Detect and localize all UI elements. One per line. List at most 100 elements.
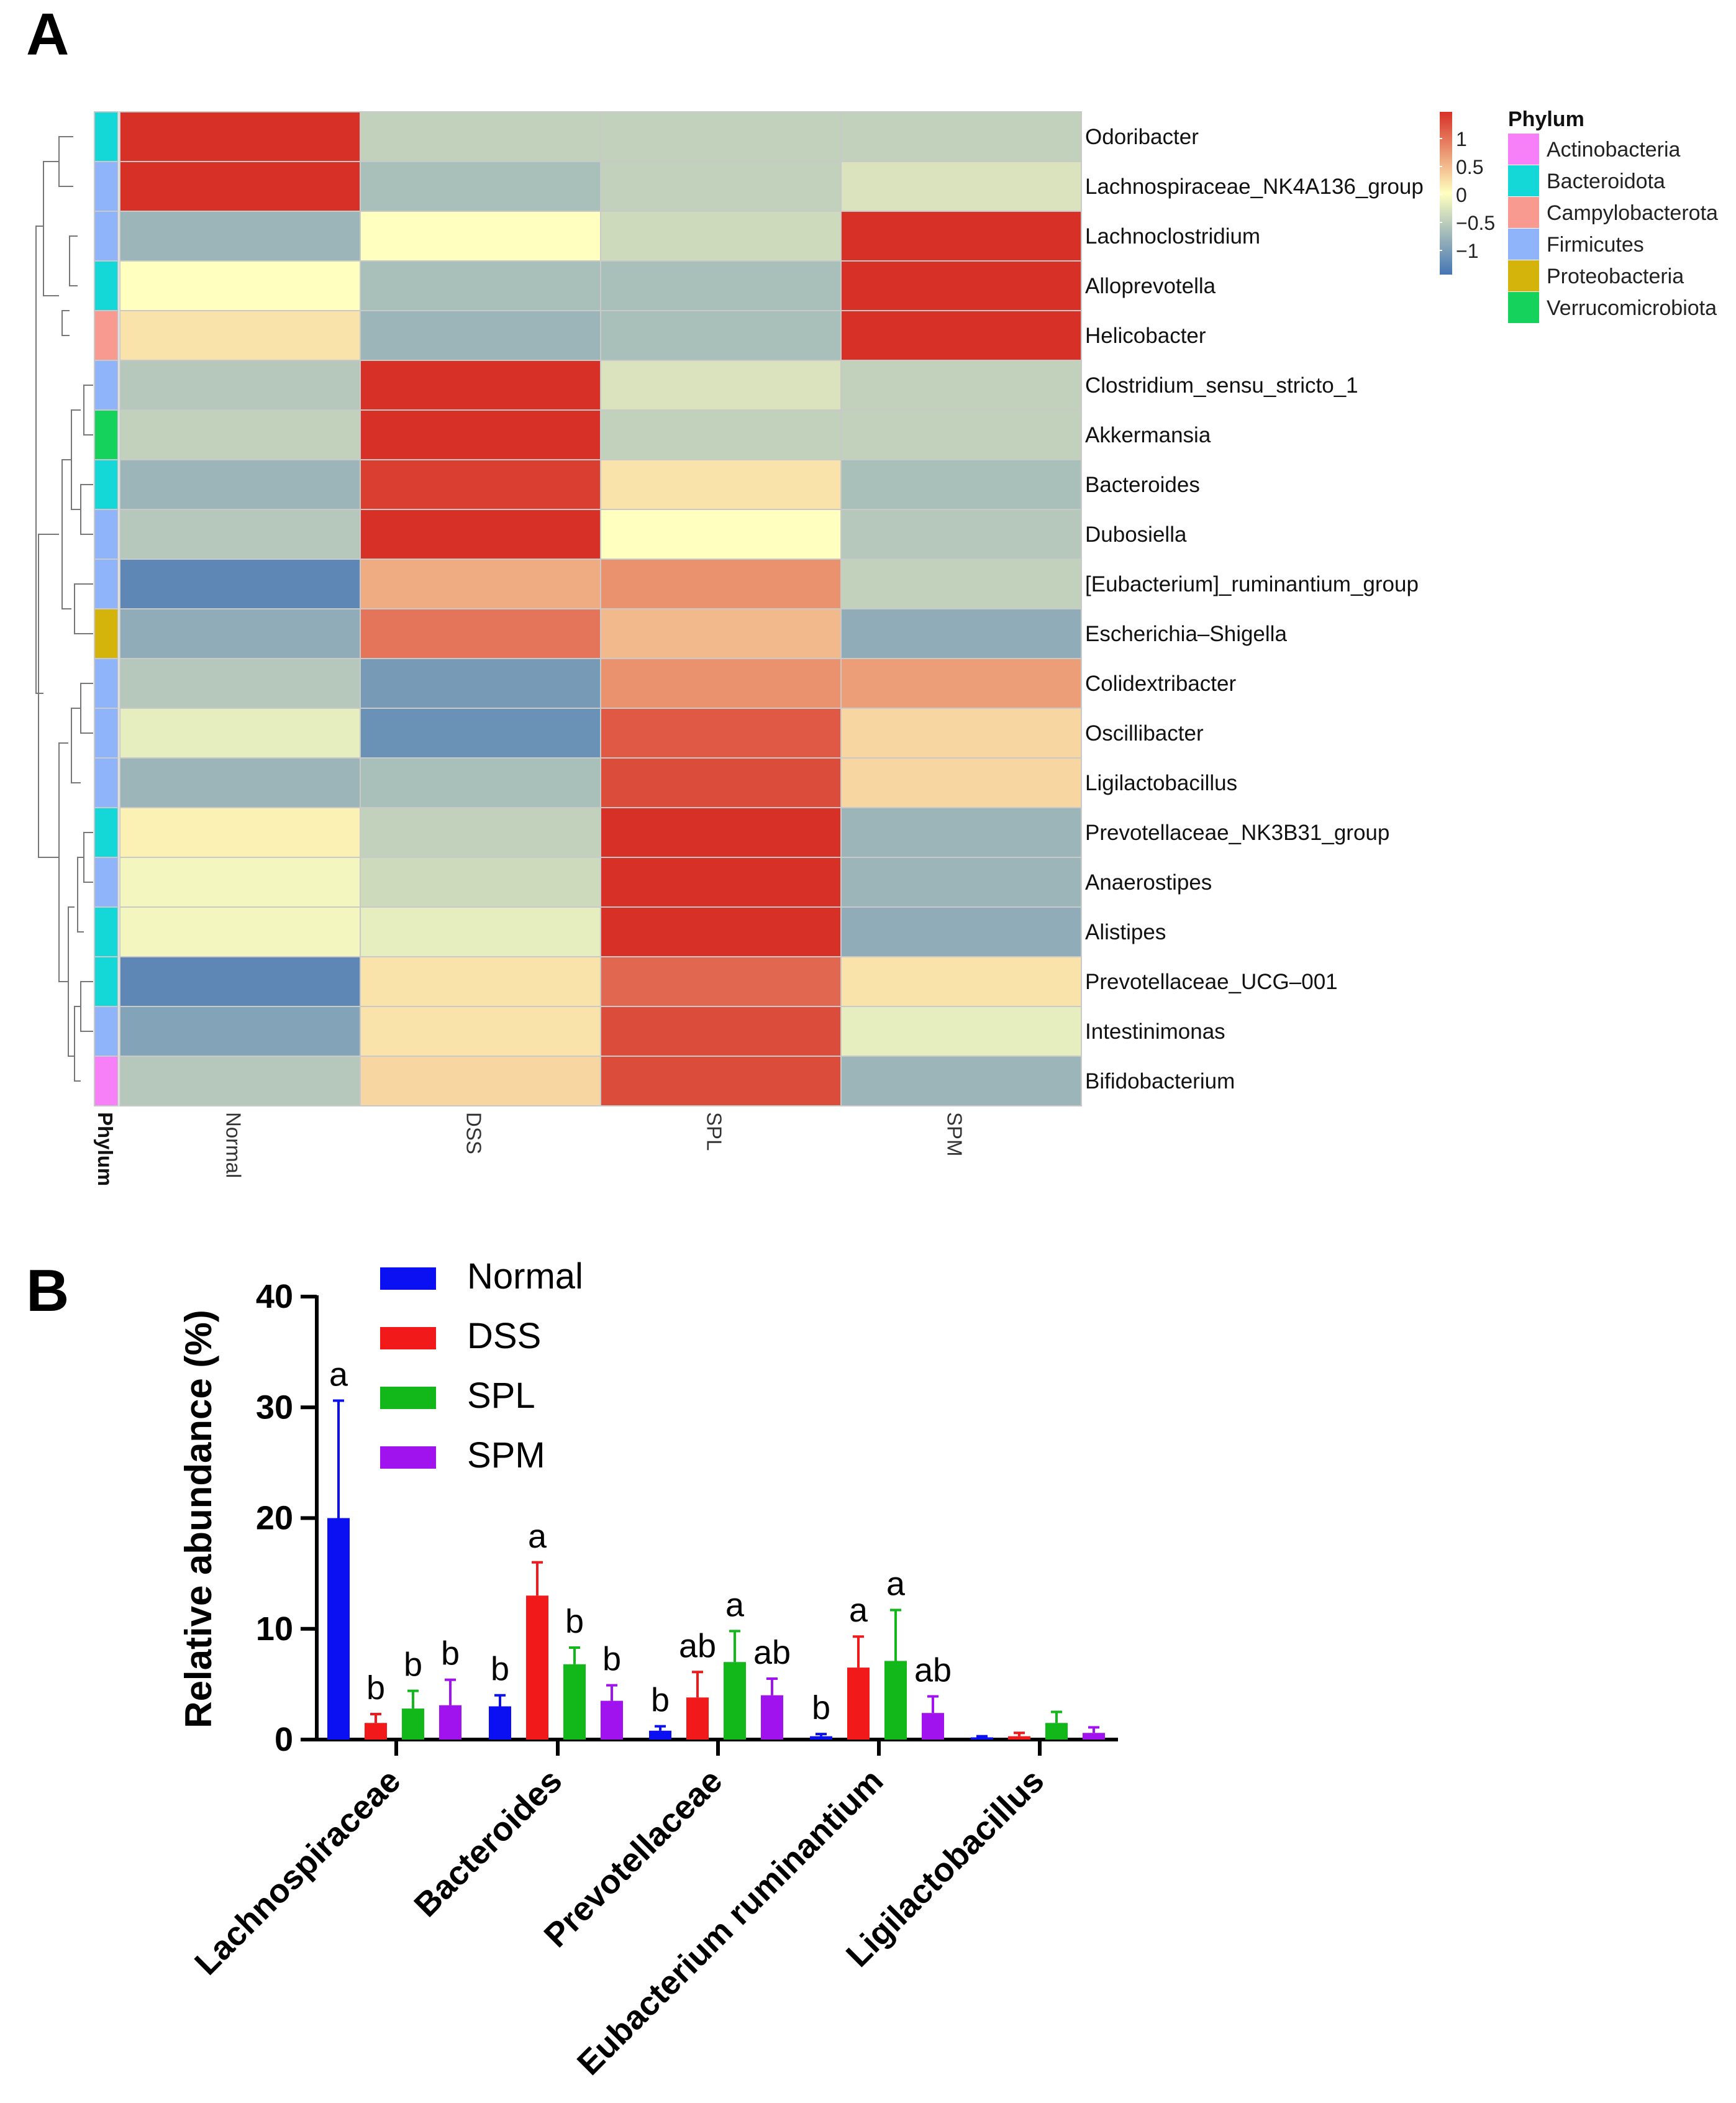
legend-label: SPL — [467, 1375, 535, 1416]
significance-label: b — [565, 1603, 584, 1640]
heatmap-cell — [360, 559, 601, 609]
heatmap-cell — [119, 757, 361, 808]
heatmap-cell — [119, 956, 361, 1007]
heatmap-cell — [840, 757, 1082, 808]
phylum-legend-label: Campylobacterota — [1547, 201, 1718, 225]
heatmap-cell — [360, 161, 601, 212]
phylum-annotation-cell — [94, 459, 119, 510]
heatmap-cell — [840, 260, 1082, 311]
heatmap-cell — [360, 409, 601, 460]
dendrogram-branch — [71, 708, 81, 783]
bar — [971, 1737, 993, 1740]
significance-label: ab — [914, 1651, 952, 1689]
phylum-legend-swatch — [1508, 197, 1539, 228]
heatmap-cell — [360, 956, 601, 1007]
dendrogram-branch — [68, 906, 75, 1057]
dendrogram-branch — [58, 136, 73, 187]
heatmap-cell — [600, 757, 842, 808]
heatmap-cell — [600, 409, 842, 460]
heatmap-cell — [600, 658, 842, 709]
phylum-annotation-cell — [94, 409, 119, 460]
heatmap-cell — [600, 161, 842, 212]
row-label-genus: Prevotellaceae_NK3B31_group — [1085, 821, 1389, 845]
bar — [402, 1708, 424, 1740]
heatmap-cell — [840, 708, 1082, 759]
heatmap-cell — [600, 260, 842, 311]
bar — [489, 1706, 511, 1740]
colorbar-tick-label: −0.5 — [1456, 212, 1495, 234]
row-label-genus: Ligilactobacillus — [1085, 771, 1237, 795]
bar — [761, 1695, 783, 1740]
heatmap-cell — [600, 857, 842, 908]
legend-swatch — [380, 1446, 436, 1469]
bar — [439, 1705, 461, 1740]
row-label-genus: Clostridium_sensu_stricto_1 — [1085, 373, 1358, 398]
heatmap-cell — [119, 658, 361, 709]
phylum-legend-label: Bacteroidota — [1547, 170, 1665, 193]
row-label-genus: Bacteroides — [1085, 473, 1200, 497]
heatmap-cell — [840, 409, 1082, 460]
heatmap-cell — [840, 559, 1082, 609]
phylum-legend-title: Phylum — [1508, 107, 1584, 131]
colorbar-tick-label: −1 — [1456, 240, 1478, 262]
bar — [327, 1518, 350, 1740]
legend-swatch — [380, 1267, 436, 1290]
colorbar-tick-label: 1 — [1456, 128, 1467, 150]
heatmap-cell — [840, 360, 1082, 411]
row-label-genus: [Eubacterium]_ruminantium_group — [1085, 572, 1419, 596]
bar — [686, 1697, 709, 1740]
phylum-axis-title: Phylum — [94, 1112, 117, 1186]
y-tick-label: 0 — [275, 1721, 293, 1758]
heatmap-cell — [119, 608, 361, 659]
legend-label: Normal — [467, 1256, 583, 1297]
heatmap-cell — [840, 111, 1082, 162]
significance-label: ab — [753, 1634, 791, 1671]
phylum-annotation-cell — [94, 161, 119, 212]
heatmap-cell — [600, 459, 842, 510]
heatmap-cell — [360, 857, 601, 908]
row-label-genus: Odoribacter — [1085, 125, 1199, 149]
bar — [810, 1736, 832, 1740]
heatmap-cell — [360, 708, 601, 759]
heatmap-cell — [119, 906, 361, 957]
phylum-annotation-cell — [94, 708, 119, 759]
row-label-genus: Escherichia–Shigella — [1085, 622, 1287, 646]
y-tick-label: 10 — [256, 1610, 293, 1648]
phylum-annotation-cell — [94, 857, 119, 908]
phylum-annotation-cell — [94, 111, 119, 162]
dendrogram-branch — [74, 583, 93, 634]
heatmap-cell — [119, 1056, 361, 1106]
x-category-label: Eubacterium ruminantium — [570, 1762, 891, 2082]
significance-label: b — [404, 1646, 422, 1684]
heatmap-cell — [119, 111, 361, 162]
significance-label: b — [366, 1669, 385, 1707]
legend-label: SPM — [467, 1435, 545, 1476]
heatmap-cell — [840, 658, 1082, 709]
heatmap-cell — [600, 310, 842, 361]
y-tick-label: 40 — [256, 1278, 293, 1315]
phylum-annotation-cell — [94, 1006, 119, 1057]
heatmap-cell — [360, 1006, 601, 1057]
heatmap-cell — [360, 310, 601, 361]
heatmap-cell — [840, 807, 1082, 858]
heatmap-cell — [360, 1056, 601, 1106]
heatmap-cell — [119, 409, 361, 460]
legend-label: DSS — [467, 1316, 541, 1356]
heatmap-cell — [360, 757, 601, 808]
heatmap-cell — [360, 459, 601, 510]
legend-swatch — [380, 1327, 436, 1349]
row-label-genus: Intestinimonas — [1085, 1020, 1225, 1044]
dendrogram-branch — [61, 459, 71, 609]
phylum-legend-label: Firmicutes — [1547, 233, 1644, 257]
dendrogram-branch — [74, 1006, 81, 1082]
dendrogram-branch — [80, 484, 93, 535]
heatmap-cell — [600, 111, 842, 162]
heatmap-cell — [840, 161, 1082, 212]
phylum-legend-label: Proteobacteria — [1547, 265, 1684, 288]
heatmap-cell — [840, 211, 1082, 262]
heatmap-cell — [119, 1006, 361, 1057]
legend-swatch — [380, 1387, 436, 1409]
dendrogram-branch — [38, 534, 59, 858]
